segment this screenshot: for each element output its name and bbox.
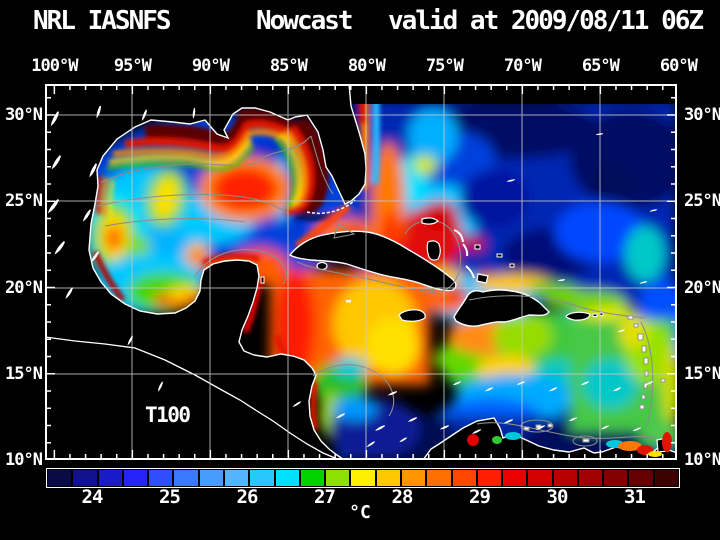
colorbar-segment bbox=[376, 470, 400, 486]
lat-tick-label: 15°N bbox=[684, 363, 720, 384]
axis-ticks bbox=[47, 86, 675, 458]
colorbar-segment bbox=[351, 470, 375, 486]
bathymetry-contours bbox=[96, 135, 658, 447]
colorbar-segment bbox=[578, 470, 603, 486]
colorbar-tick-label: 24 bbox=[81, 486, 104, 508]
sst-field-bands bbox=[92, 99, 380, 431]
colorbar-segment bbox=[654, 470, 679, 486]
lat-tick-label: 25°N bbox=[5, 191, 43, 212]
lat-tick-label: 30°N bbox=[684, 105, 720, 125]
small-islands bbox=[260, 199, 672, 457]
colorbar-tick-label: 27 bbox=[314, 486, 336, 508]
colorbar-segment bbox=[629, 470, 653, 486]
lat-tick-label: 10°N bbox=[684, 450, 720, 470]
colorbar-segment bbox=[401, 470, 426, 486]
lon-tick-label: 75°W bbox=[425, 56, 464, 76]
lat-tick-label: 25°N bbox=[684, 191, 720, 212]
colorbar-tick-label: 28 bbox=[391, 486, 414, 508]
lon-tick-label: 95°W bbox=[113, 56, 152, 76]
lon-tick-label: 100°W bbox=[31, 56, 78, 76]
map-frame bbox=[45, 84, 677, 460]
lat-tick-label: 10°N bbox=[5, 450, 43, 470]
colorbar-segment bbox=[528, 470, 552, 486]
coastline bbox=[88, 83, 367, 461]
lon-tick-label: 90°W bbox=[191, 56, 230, 76]
map-canvas: T100 bbox=[44, 83, 692, 462]
colorbar-tick-label: 25 bbox=[159, 486, 181, 508]
colorbar-unit: °C bbox=[349, 502, 371, 523]
colorbar-labels: 24 25 26 27 28 29 30 31 bbox=[0, 486, 720, 508]
colorbar-segment bbox=[503, 470, 527, 486]
title-validity: valid at 2009/08/11 06Z bbox=[388, 6, 704, 36]
colorbar-segment bbox=[174, 470, 198, 486]
title-product: Nowcast bbox=[256, 6, 354, 36]
colorbar-segment bbox=[98, 470, 122, 486]
graticule bbox=[45, 84, 677, 460]
colorbar-segment bbox=[427, 470, 451, 486]
lon-tick-label: 60°W bbox=[659, 56, 698, 76]
colorbar-segment bbox=[452, 470, 476, 486]
colorbar-segment bbox=[149, 470, 173, 486]
lat-tick-label: 30°N bbox=[5, 105, 43, 125]
pacific-coastline bbox=[44, 336, 336, 459]
colorbar-segment bbox=[326, 470, 350, 486]
lat-tick-label: 15°N bbox=[5, 363, 43, 384]
colorbar-segment bbox=[300, 470, 325, 486]
colorbar-segment bbox=[553, 470, 577, 486]
colorbar-tick-label: 26 bbox=[236, 486, 259, 508]
florida-keys bbox=[306, 199, 356, 215]
colorbar-segment bbox=[48, 470, 72, 486]
lon-tick-label: 70°W bbox=[503, 56, 542, 76]
lat-tick-label: 20°N bbox=[684, 277, 720, 298]
colorbar-segment bbox=[73, 470, 97, 486]
depth-level-label: T100 bbox=[145, 403, 190, 427]
colorbar-segment bbox=[275, 470, 299, 486]
colorbar-segment bbox=[604, 470, 628, 486]
colorbar-tick-label: 30 bbox=[546, 486, 569, 508]
colorbar-segment bbox=[477, 470, 502, 486]
colorbar-segment bbox=[250, 470, 274, 486]
title-system: NRL IASNFS bbox=[33, 6, 172, 36]
lon-tick-label: 85°W bbox=[269, 56, 308, 76]
colorbar-segment bbox=[123, 470, 148, 486]
colorbar-tick-label: 31 bbox=[624, 486, 646, 508]
temperature-map: T100 bbox=[44, 83, 692, 462]
colorbar-tick-label: 29 bbox=[469, 486, 491, 508]
colorbar-segment bbox=[224, 470, 249, 486]
lon-tick-label: 80°W bbox=[347, 56, 386, 76]
lat-tick-label: 20°N bbox=[5, 277, 43, 298]
colorbar bbox=[46, 468, 680, 488]
colorbar-segment bbox=[199, 470, 223, 486]
out-of-domain-mask bbox=[345, 84, 677, 104]
lon-tick-label: 65°W bbox=[581, 56, 620, 76]
